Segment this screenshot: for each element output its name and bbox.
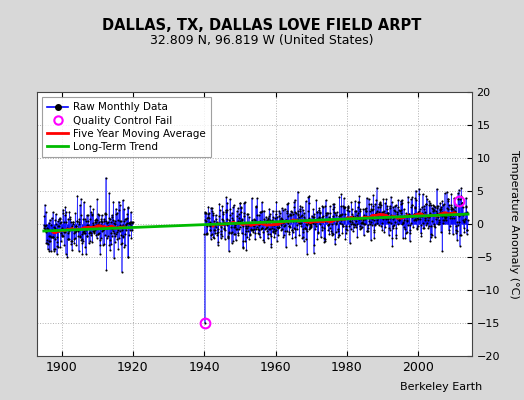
Text: 32.809 N, 96.819 W (United States): 32.809 N, 96.819 W (United States) <box>150 34 374 47</box>
Text: DALLAS, TX, DALLAS LOVE FIELD ARPT: DALLAS, TX, DALLAS LOVE FIELD ARPT <box>102 18 422 33</box>
Legend: Raw Monthly Data, Quality Control Fail, Five Year Moving Average, Long-Term Tren: Raw Monthly Data, Quality Control Fail, … <box>42 97 211 157</box>
Text: Berkeley Earth: Berkeley Earth <box>400 382 482 392</box>
Y-axis label: Temperature Anomaly (°C): Temperature Anomaly (°C) <box>509 150 519 298</box>
